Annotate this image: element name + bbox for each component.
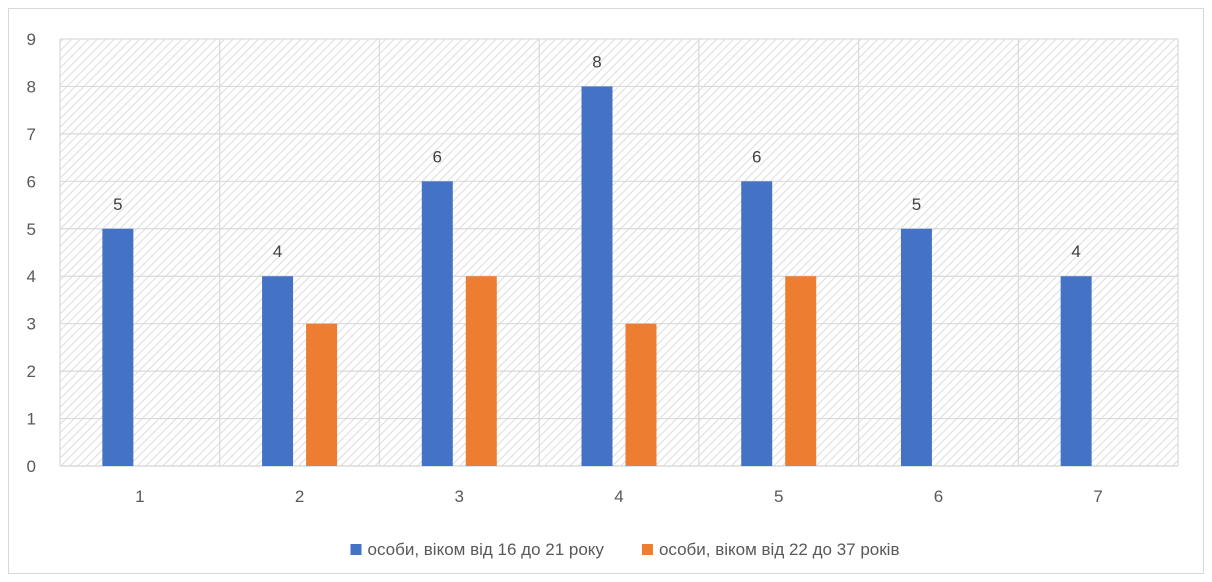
data-label: 6 [752,147,761,166]
y-tick-label: 2 [27,362,36,381]
bar-series-2 [785,276,817,466]
x-tick-label: 2 [295,487,304,506]
bar-series-1 [581,86,613,466]
y-tick-label: 1 [27,410,36,429]
data-label: 4 [273,242,282,261]
y-tick-label: 5 [27,220,36,239]
x-tick-label: 3 [455,487,464,506]
bar-series-1 [421,181,453,467]
y-tick-label: 6 [27,172,36,191]
bar-series-2 [306,323,338,466]
x-tick-label: 6 [934,487,943,506]
bar-series-2 [465,276,497,466]
legend-label: особи, віком від 22 до 37 років [659,540,900,559]
y-tick-label: 0 [27,457,36,476]
x-tick-label: 1 [135,487,144,506]
data-label: 6 [433,147,442,166]
x-tick-label: 4 [614,487,623,506]
data-labels: 5 4 6 8 6 5 4 [113,52,1081,261]
legend-label: особи, віком від 16 до 21 року [368,540,605,559]
bar-series-1 [262,276,294,466]
x-tick-label: 5 [774,487,783,506]
bar-series-1 [1060,276,1092,466]
legend-swatch [641,544,653,555]
plot-area [60,39,1178,466]
plot-hatch-background [60,39,1178,466]
y-tick-label: 4 [27,267,36,286]
data-label: 5 [113,195,122,214]
data-label: 8 [592,52,601,71]
y-axis: 0 1 2 3 4 5 6 7 8 9 [27,30,36,476]
bar-series-2 [625,323,657,466]
bars [102,86,1092,467]
bar-series-1 [741,181,773,467]
y-tick-label: 9 [27,30,36,49]
y-tick-label: 7 [27,125,36,144]
x-axis: 1 2 3 4 5 6 7 [60,465,1178,506]
legend: особи, віком від 16 до 21 року особи, вік… [350,540,900,559]
legend-swatch [350,544,362,555]
bar-series-1 [900,228,932,466]
bar-series-1 [102,228,134,466]
legend-item: особи, віком від 16 до 21 року [350,540,605,559]
x-tick-label: 7 [1093,487,1102,506]
y-tick-label: 8 [27,77,36,96]
legend-item: особи, віком від 22 до 37 років [641,540,900,559]
data-label: 5 [912,195,921,214]
data-label: 4 [1071,242,1080,261]
y-tick-label: 3 [27,315,36,334]
